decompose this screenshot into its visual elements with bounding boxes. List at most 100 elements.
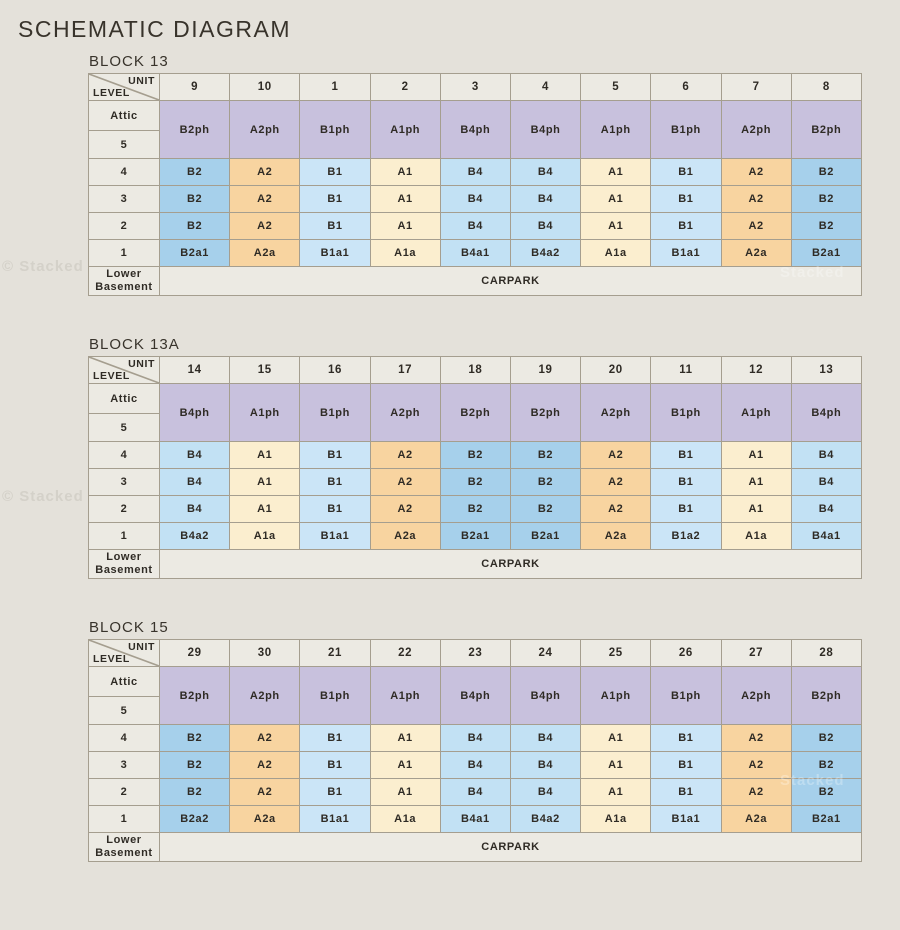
carpark-cell: CARPARK [159,832,862,862]
unit-type-cell: B2 [790,158,863,186]
unit-type-cell: A1 [580,185,652,213]
unit-type-cell: A1 [369,724,441,752]
unit-type-cell: B4 [158,441,231,469]
unit-number-cell: 23 [439,639,511,667]
block-title: BLOCK 13 [89,53,169,70]
unit-type-cell: A2 [369,468,441,496]
unit-type-cell: B1 [650,158,722,186]
unit-type-cell: B1 [299,495,371,523]
level-label-4: 4 [88,724,160,752]
unit-type-cell: B4 [790,441,863,469]
unit-type-cell: A2a [720,239,792,267]
unit-type-cell: A2 [229,185,301,213]
penthouse-unit-cell: B4ph [509,100,582,159]
penthouse-unit-cell: A1ph [580,666,652,725]
unit-type-cell: B1 [299,468,371,496]
penthouse-unit-cell: B2ph [158,666,231,725]
unit-type-cell: B4a2 [509,805,582,833]
penthouse-unit-cell: A2ph [720,666,792,725]
unit-number-cell: 5 [580,73,652,101]
level-label-3: 3 [88,468,160,496]
unit-type-cell: A2 [720,158,792,186]
unit-number-cell: 28 [790,639,863,667]
penthouse-unit-cell: A1ph [720,383,792,442]
unit-type-cell: B1 [299,158,371,186]
unit-type-cell: B2a1 [158,239,231,267]
unit-number-cell: 8 [790,73,863,101]
unit-type-cell: A1 [580,212,652,240]
unit-type-cell: B2 [439,441,511,469]
unit-type-cell: B1a1 [650,805,722,833]
unit-type-cell: B1 [650,778,722,806]
corner-unit-label: UNIT [128,641,155,653]
unit-type-cell: A1 [229,468,301,496]
unit-type-cell: A1a [229,522,301,550]
unit-type-cell: B2 [158,778,231,806]
level-label-1: 1 [88,805,160,833]
unit-type-cell: B2 [790,212,863,240]
unit-type-cell: B4 [790,468,863,496]
unit-type-cell: B4 [158,468,231,496]
penthouse-unit-cell: A2ph [229,666,301,725]
unit-type-cell: A1a [720,522,792,550]
unit-type-cell: A1 [369,185,441,213]
unit-number-cell: 24 [509,639,582,667]
unit-number-cell: 2 [369,73,441,101]
unit-number-cell: 26 [650,639,722,667]
penthouse-unit-cell: A1ph [229,383,301,442]
level-label-lower-basement: Lower Basement [88,549,160,579]
unit-type-cell: A1 [369,212,441,240]
level-label-attic: Attic [88,666,160,697]
watermark: © Stacked [2,258,84,275]
unit-number-cell: 22 [369,639,441,667]
unit-type-cell: A1a [580,239,652,267]
unit-type-cell: A2a [369,522,441,550]
unit-type-cell: B1 [299,724,371,752]
penthouse-unit-cell: A2ph [580,383,652,442]
unit-type-cell: B2 [158,185,231,213]
unit-number-cell: 20 [580,356,652,384]
unit-number-cell: 27 [720,639,792,667]
unit-number-cell: 4 [509,73,582,101]
unit-type-cell: B2 [439,495,511,523]
penthouse-unit-cell: B2ph [790,100,863,159]
unit-type-cell: B4a2 [509,239,582,267]
unit-type-cell: A1a [369,805,441,833]
unit-type-cell: B4a1 [439,239,511,267]
unit-number-cell: 16 [299,356,371,384]
unit-number-cell: 19 [509,356,582,384]
corner-level-label: LEVEL [93,370,130,382]
unit-type-cell: B1 [299,751,371,779]
unit-type-cell: B2 [790,751,863,779]
unit-number-cell: 18 [439,356,511,384]
unit-type-cell: B1 [650,468,722,496]
unit-number-cell: 7 [720,73,792,101]
unit-type-cell: A2 [229,212,301,240]
unit-type-cell: B2 [790,724,863,752]
unit-number-cell: 6 [650,73,722,101]
level-label-lower-basement: Lower Basement [88,832,160,862]
unit-type-cell: B1 [299,212,371,240]
unit-type-cell: A1a [580,805,652,833]
level-label-1: 1 [88,239,160,267]
unit-type-cell: A2 [720,185,792,213]
penthouse-unit-cell: B2ph [509,383,582,442]
unit-type-cell: B2a2 [158,805,231,833]
penthouse-unit-cell: B1ph [650,666,722,725]
unit-type-cell: A1 [580,724,652,752]
penthouse-unit-cell: B4ph [439,666,511,725]
unit-type-cell: B1a1 [299,239,371,267]
unit-type-cell: B4 [509,212,582,240]
level-label-4: 4 [88,158,160,186]
unit-type-cell: B4 [439,158,511,186]
level-label-5: 5 [88,696,160,725]
unit-type-cell: B1 [650,212,722,240]
unit-type-cell: B1a2 [650,522,722,550]
unit-type-cell: B2 [509,468,582,496]
penthouse-unit-cell: B2ph [439,383,511,442]
unit-number-cell: 17 [369,356,441,384]
unit-number-cell: 13 [790,356,863,384]
unit-type-cell: B1 [650,495,722,523]
unit-type-cell: B4a1 [439,805,511,833]
unit-type-cell: A1 [229,495,301,523]
